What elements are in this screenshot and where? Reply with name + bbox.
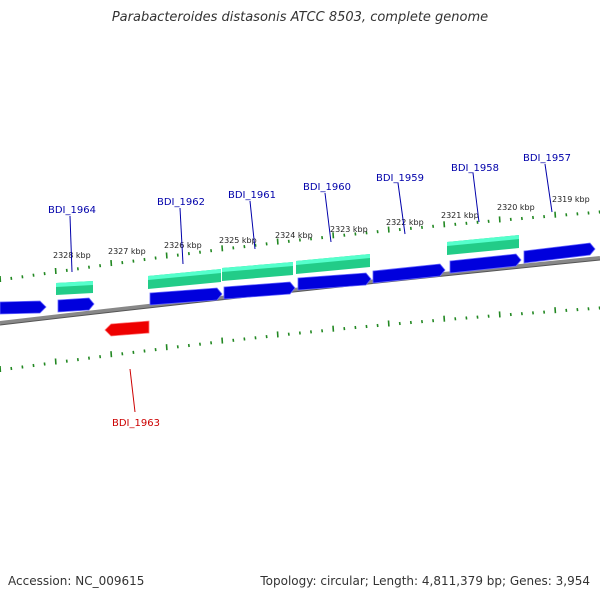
leader-line — [544, 163, 553, 213]
gene-label: BDI_1959 — [376, 173, 424, 184]
leader-line — [249, 200, 256, 250]
kbp-label: 2323 kbp — [330, 225, 368, 234]
forward-genes — [0, 242, 596, 315]
gene-label: BDI_1960 — [303, 182, 351, 193]
lower-tick-track — [0, 306, 600, 373]
kbp-label: 2322 kbp — [386, 218, 424, 227]
leader-line — [397, 182, 406, 235]
gene-label: BDI_1962 — [157, 197, 205, 208]
gene-label: BDI_1963 — [112, 418, 160, 429]
gene-arrow-forward — [372, 263, 446, 284]
leader-line — [129, 368, 136, 413]
leader-line — [324, 192, 332, 243]
gene-label: BDI_1964 — [48, 205, 96, 216]
gene-arrow-reverse — [104, 320, 150, 337]
gene-arrow-forward — [523, 242, 596, 264]
rna-feature-highlight — [447, 235, 519, 246]
rna-feature-highlight — [222, 262, 293, 272]
gene-label: BDI_1958 — [451, 163, 499, 174]
kbp-label: 2321 kbp — [441, 211, 479, 220]
gene-labels: BDI_1964 BDI_1962 BDI_1961 BDI_1960 BDI_… — [48, 153, 571, 429]
leader-line — [179, 207, 184, 265]
upper-tick-track — [0, 210, 600, 283]
gene-label: BDI_1957 — [523, 153, 571, 164]
gene-arrow-forward — [297, 272, 372, 291]
gene-arrow-forward — [57, 297, 95, 313]
kbp-label: 2326 kbp — [164, 241, 202, 250]
kbp-label: 2324 kbp — [275, 231, 313, 240]
kbp-labels: 2328 kbp 2327 kbp 2326 kbp 2325 kbp 2324… — [53, 195, 590, 260]
gene-arrow-forward — [149, 287, 223, 306]
kbp-label: 2325 kbp — [219, 236, 257, 245]
kbp-label: 2320 kbp — [497, 203, 535, 212]
gene-label: BDI_1961 — [228, 190, 276, 201]
rna-feature-highlight — [148, 269, 221, 280]
rna-features — [56, 235, 519, 295]
genome-summary: Topology: circular; Length: 4,811,379 bp… — [260, 574, 590, 588]
accession-text: Accession: NC_009615 — [8, 574, 145, 588]
genome-backbone-shadow — [0, 259, 600, 326]
kbp-label: 2319 kbp — [552, 195, 590, 204]
gene-arrow-forward — [0, 300, 47, 315]
rna-feature-highlight — [296, 254, 370, 265]
leader-line — [69, 215, 73, 273]
label-leaders — [69, 163, 553, 413]
leader-line — [472, 172, 480, 223]
gene-arrow-forward — [223, 281, 296, 300]
genome-title: Parabacteroides distasonis ATCC 8503, co… — [111, 10, 489, 25]
gene-arrow-forward — [449, 253, 522, 274]
rna-feature-highlight — [56, 281, 93, 287]
kbp-label: 2327 kbp — [108, 247, 146, 256]
